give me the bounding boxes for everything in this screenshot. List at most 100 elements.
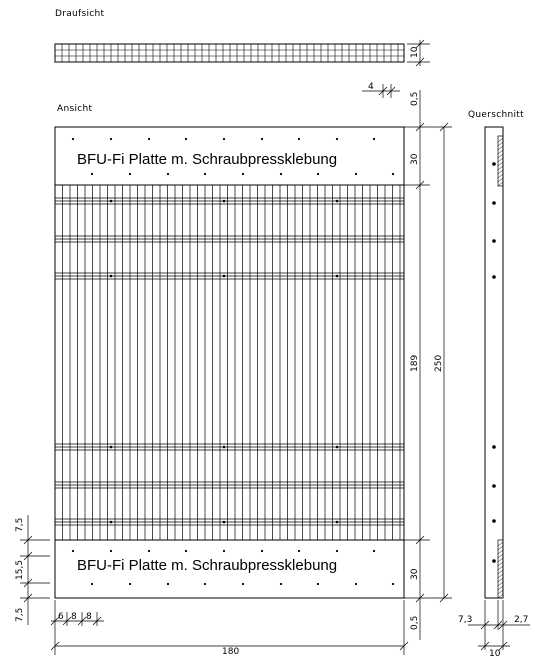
hatch-line [497, 581, 504, 587]
hatch-line [497, 137, 504, 143]
screw-dot [203, 582, 207, 586]
elevation-label: Ansicht [57, 104, 93, 114]
dim-offset-top: 0,5 [410, 92, 420, 106]
cross-section [484, 126, 504, 599]
screw-dot [184, 549, 188, 553]
screw-dot [184, 137, 188, 141]
screw-dot [260, 137, 264, 141]
screw-dot [372, 549, 376, 553]
screw-dot [241, 582, 245, 586]
dim-middle: 189 [410, 355, 420, 372]
hatch-line [497, 141, 504, 147]
top-view-width-dimension: 4 [362, 82, 400, 98]
fastener-dot [222, 199, 226, 203]
screw-dot [335, 549, 339, 553]
screw-dot [279, 172, 283, 176]
dim-plate-top: 30 [410, 153, 420, 165]
dim-bottom-b: 8 [71, 612, 77, 622]
hatch-line [497, 577, 504, 583]
screw-dot [391, 582, 395, 586]
dim-section-b: 2,7 [514, 615, 528, 625]
screw-dot [222, 549, 226, 553]
hatch-line [497, 149, 504, 155]
top-view-label: Draufsicht [55, 9, 105, 19]
hatch-line [497, 585, 504, 591]
hatch-line [497, 145, 504, 151]
hatch-line [497, 161, 504, 167]
dim-left-c: 7,5 [15, 608, 25, 622]
screw-dot [109, 137, 113, 141]
hatch-line [497, 169, 504, 175]
fastener-dot [109, 445, 113, 449]
screw-dot [71, 549, 75, 553]
screw-dot [166, 172, 170, 176]
screw-dot [90, 582, 94, 586]
screw-dot [166, 582, 170, 586]
dim-top-view-height: 10 [410, 46, 420, 58]
dim-section-c: 10 [489, 649, 501, 657]
section-label: Querschnitt [468, 110, 524, 120]
fastener-dot [222, 274, 226, 278]
screw-dot [279, 582, 283, 586]
screw-dot [335, 137, 339, 141]
screw-dot [372, 137, 376, 141]
dim-top-view-width: 4 [368, 82, 374, 92]
left-dimension-chain: 7,5 15,5 7,5 [15, 515, 50, 625]
screw-points [71, 137, 395, 586]
top-view-height-dimension: 10 [407, 39, 430, 67]
hatch-line [497, 153, 504, 159]
fastener-dot [109, 199, 113, 203]
fastener-dot [109, 274, 113, 278]
hatch-line [497, 589, 504, 595]
screw-dot [241, 172, 245, 176]
top-plate-label: BFU-Fi Platte m. Schraubpressklebung [77, 151, 337, 168]
screw-dot [203, 172, 207, 176]
hatch-line [497, 573, 504, 579]
screw-dot [297, 137, 301, 141]
hatch-line [497, 593, 504, 599]
hatch-line [497, 177, 504, 183]
hatch-line [497, 549, 504, 555]
dim-plate-bottom: 30 [410, 568, 420, 580]
section-screw-dot [492, 239, 496, 243]
fastener-dot [335, 199, 339, 203]
screw-dot [147, 137, 151, 141]
dim-left-a: 7,5 [15, 518, 25, 532]
screw-dot [297, 549, 301, 553]
screw-dot [222, 137, 226, 141]
screw-dot [90, 172, 94, 176]
screw-dot [260, 549, 264, 553]
screw-dot [354, 582, 358, 586]
hatch-line [497, 165, 504, 171]
screw-dot [354, 172, 358, 176]
screw-dot [316, 582, 320, 586]
dim-bottom-a: 6 [58, 612, 64, 622]
hatch-line [497, 181, 504, 187]
fastener-dot [335, 520, 339, 524]
fastener-dot [222, 445, 226, 449]
right-dimension-chain: 0,5 30 189 250 30 0,5 [404, 90, 452, 640]
bottom-dimension-chain: 6 8 8 180 [50, 600, 409, 657]
dim-overall-width: 180 [222, 647, 239, 657]
section-screw-dot [492, 559, 496, 563]
fastener-dot [335, 274, 339, 278]
top-view-strip [54, 43, 405, 63]
dim-offset-bottom: 0,5 [410, 616, 420, 630]
hatch-line [497, 541, 504, 547]
section-dimension-chain: 7,3 2,7 10 [458, 600, 530, 657]
section-screw-dot [492, 275, 496, 279]
dim-bottom-c: 8 [86, 612, 92, 622]
section-screw-dot [492, 445, 496, 449]
hatch-line [497, 561, 504, 567]
screw-dot [128, 172, 132, 176]
fastener-dot [222, 520, 226, 524]
elevation-view [54, 126, 405, 599]
hatch-line [497, 565, 504, 571]
section-screw-dot [492, 484, 496, 488]
hatch-line [497, 569, 504, 575]
section-screw-dot [492, 162, 496, 166]
fastener-dot [109, 520, 113, 524]
screw-dot [109, 549, 113, 553]
fastener-dot [335, 445, 339, 449]
